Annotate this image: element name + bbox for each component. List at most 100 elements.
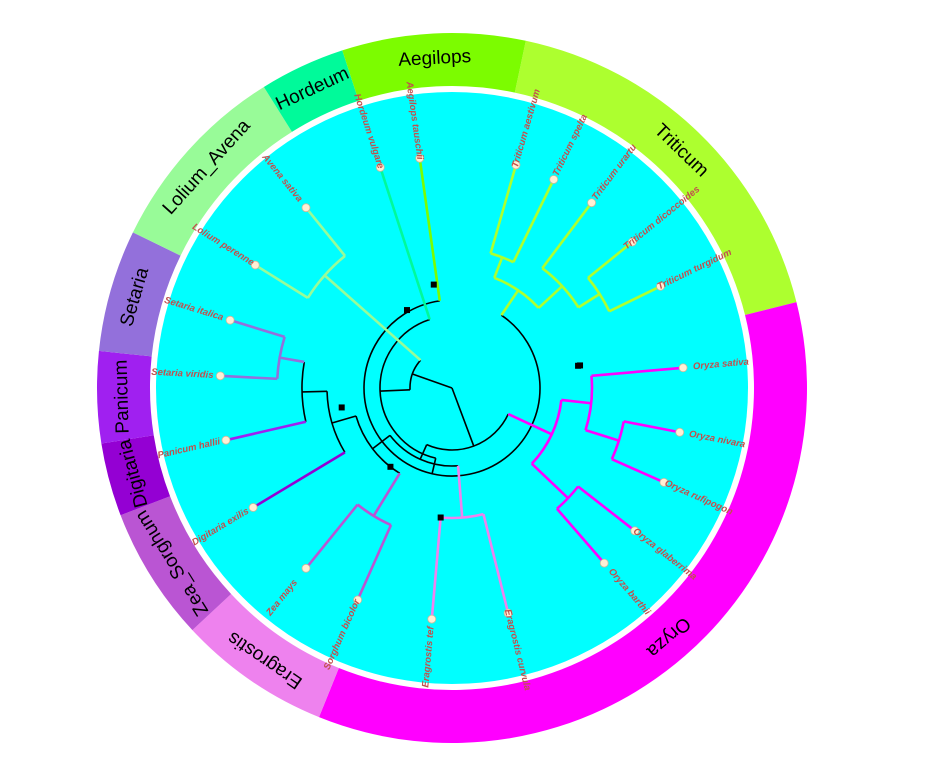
tip-triticum-turgidum [656, 281, 665, 291]
ring-sector-zea-sorghum [120, 496, 232, 631]
branch-19 [608, 285, 662, 313]
node-marker-1 [404, 307, 410, 314]
tip-oryza-sativa [678, 363, 688, 373]
tip-sorghum-bicolor [353, 595, 363, 605]
branch-18 [587, 240, 634, 279]
ring-sector-panicum [96, 350, 154, 444]
tip-oryza-nivara [675, 427, 685, 437]
tip-triticum-dicoccoides [627, 237, 637, 247]
branch-61 [220, 374, 278, 381]
node-markers [338, 281, 584, 521]
tip-aegilops-tauschii [415, 153, 425, 163]
branch-2 [409, 359, 422, 390]
branch-12 [512, 178, 555, 263]
species-label-oryza-sativa: Oryza sativa [693, 357, 750, 373]
branch-56 [302, 390, 328, 393]
ring-sector-hordeum [263, 50, 359, 132]
tip-oryza-rufipogon [659, 477, 669, 487]
branch-55 [252, 451, 346, 509]
node-marker-5 [437, 514, 444, 521]
branch-15 [541, 201, 593, 269]
branch-31 [584, 375, 594, 431]
branch-54 [326, 391, 346, 453]
branch-35 [623, 420, 680, 434]
branch-23 [306, 254, 346, 299]
ring-sector-triticum [514, 40, 797, 315]
branch-22 [323, 274, 422, 362]
tip-avena-sativa [301, 203, 311, 213]
branch-5 [431, 457, 437, 474]
branch-27 [426, 413, 509, 451]
branch-33 [585, 428, 620, 442]
tip-eragrostis-tef [427, 614, 437, 624]
branch-40 [555, 507, 606, 564]
branch-62 [229, 318, 286, 339]
branch-4 [379, 318, 436, 459]
tip-hordeum-vulgare [375, 162, 385, 172]
branch-36 [611, 457, 665, 484]
tip-eragrostis-curvula [503, 608, 513, 618]
branch-41 [419, 444, 428, 460]
node-marker-6 [338, 404, 345, 411]
branch-51 [356, 524, 393, 601]
branch-1 [412, 373, 453, 389]
ring-sector-aegilops [342, 33, 526, 101]
branch-57 [301, 361, 307, 422]
branch-42 [389, 434, 459, 467]
species-label-eragrostis-tef: Eragrostis tef [420, 625, 436, 688]
node-marker-3 [387, 463, 394, 470]
branch-30 [561, 398, 592, 405]
tip-setaria-viridis [215, 371, 225, 381]
branch-26 [451, 387, 475, 447]
tip-panicum-hallii [221, 435, 231, 445]
branch-53 [331, 415, 357, 424]
branch-14 [541, 267, 580, 309]
tip-setaria-italica [225, 315, 235, 325]
branch-7 [500, 289, 520, 316]
branch-6 [363, 300, 541, 477]
branch-59 [279, 356, 305, 364]
tip-triticum-urartu [587, 198, 597, 208]
branch-48 [355, 415, 401, 474]
branch-29 [530, 399, 563, 465]
branch-52 [304, 503, 359, 570]
tip-digitaria-exilis [248, 503, 258, 512]
tip-zea-mays [301, 563, 311, 573]
branch-25 [304, 206, 347, 257]
branch-60 [275, 336, 286, 379]
ring-sector-setaria [98, 232, 181, 357]
species-label-setaria-viridis: Setaria viridis [151, 367, 214, 381]
tip-oryza-barthii [599, 558, 609, 568]
branch-39 [577, 485, 636, 532]
ring-sector-eragrostis [192, 593, 339, 718]
branch-58 [225, 420, 307, 442]
branch-43 [456, 465, 464, 518]
branch-9 [493, 256, 504, 279]
branch-37 [530, 462, 569, 500]
branch-32 [591, 366, 684, 378]
genus-ring [96, 33, 807, 743]
tip-lolium-perenne [250, 260, 260, 270]
branch-46 [430, 517, 442, 620]
branch-13 [537, 285, 564, 309]
branch-16 [577, 292, 601, 309]
tip-markers [215, 153, 688, 624]
branch-11 [489, 164, 518, 254]
tip-triticum-aestivum [511, 160, 521, 170]
branch-8 [493, 276, 540, 309]
branch-45 [482, 513, 510, 614]
branch-49 [372, 472, 401, 517]
branch-28 [507, 412, 553, 436]
branch-47 [372, 434, 391, 450]
tree-branches [220, 158, 684, 620]
tip-triticum-spelta [549, 175, 559, 184]
ring-sector-lolium-avena [132, 86, 292, 256]
branch-24 [254, 263, 309, 300]
node-marker-0 [430, 281, 437, 288]
tip-oryza-glaberrima [630, 526, 640, 536]
genus-label-aegilops: Aegilops [398, 46, 472, 71]
node-marker-4 [577, 362, 584, 369]
branch-3 [380, 389, 411, 392]
branch-21 [379, 166, 431, 320]
